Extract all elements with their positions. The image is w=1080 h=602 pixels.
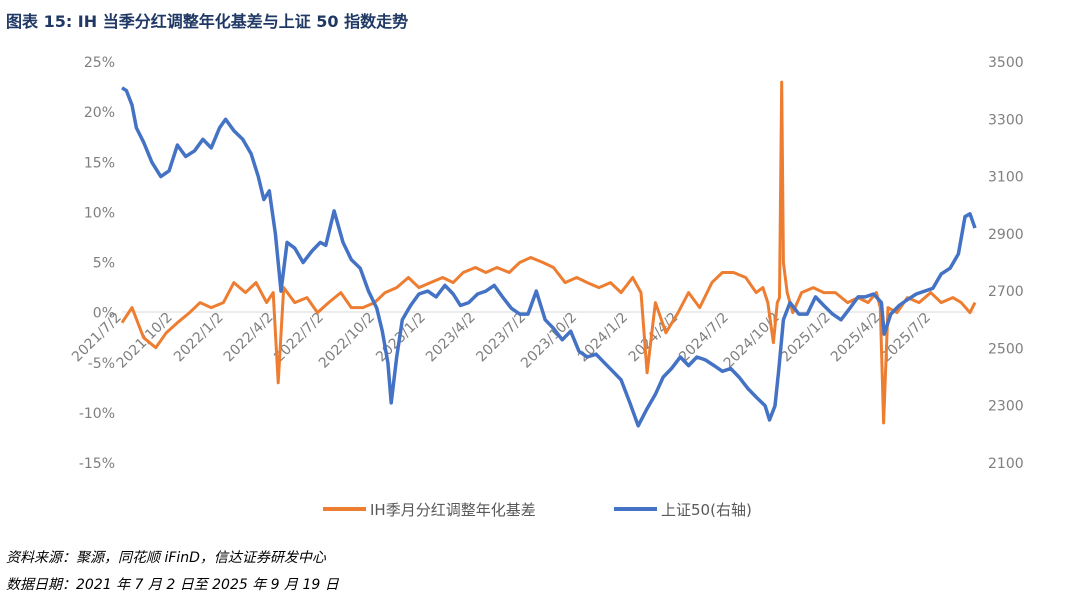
left-axis-ticks: 25% 20% 15% 10% 5% 0% -5% -10% -15%: [79, 55, 115, 472]
legend-label-sse50: 上证50(右轴): [661, 501, 752, 519]
right-tick-label: 3300: [988, 112, 1024, 128]
right-axis-ticks: 3500 3300 3100 2900 2700 2500 2300 2100: [988, 55, 1024, 472]
left-tick-label: 10%: [84, 205, 115, 221]
x-tick-label: 2023/4/2: [423, 310, 479, 366]
left-tick-label: 25%: [84, 55, 115, 71]
right-tick-label: 2900: [988, 227, 1024, 243]
x-tick-label: 2023/10/2: [518, 310, 580, 372]
left-tick-label: 5%: [93, 256, 115, 272]
x-tick-label: 2022/4/2: [221, 310, 277, 366]
date-note: 数据日期：2021 年 7 月 2 日至 2025 年 9 月 19 日: [6, 577, 339, 593]
right-tick-label: 2500: [988, 341, 1024, 357]
left-tick-label: -5%: [88, 356, 115, 372]
x-tick-label: 2022/1/2: [171, 310, 227, 366]
left-tick-label: 20%: [84, 105, 115, 121]
right-tick-label: 3500: [988, 55, 1024, 71]
right-tick-label: 3100: [988, 170, 1024, 186]
left-tick-label: -10%: [79, 406, 115, 422]
x-tick-label: 2025/1/2: [778, 310, 834, 366]
right-tick-label: 2700: [988, 284, 1024, 300]
figure-title: 图表 15: IH 当季分红调整年化基差与上证 50 指数走势: [6, 12, 409, 31]
legend-label-basis: IH季月分红调整年化基差: [370, 501, 536, 519]
series-line-sse50: [121, 86, 977, 428]
left-tick-label: 0%: [93, 306, 115, 322]
right-tick-label: 2100: [988, 456, 1024, 472]
left-tick-label: 15%: [84, 155, 115, 171]
right-tick-label: 2300: [988, 399, 1024, 415]
x-tick-label: 2022/10/2: [316, 310, 378, 372]
left-tick-label: -15%: [79, 456, 115, 472]
source-note: 资料来源：聚源，同花顺 iFinD，信达证券研发中心: [6, 550, 326, 566]
chart-svg: 25% 20% 15% 10% 5% 0% -5% -10% -15% 3500 3300 3100…: [69, 55, 1024, 519]
legend: IH季月分红调整年化基差 上证50(右轴): [323, 501, 752, 519]
x-tick-label: 2024/1/2: [575, 310, 631, 366]
x-axis-ticks: 2021/7/22021/10/22022/1/22022/4/22022/7/…: [69, 310, 934, 372]
series-line-basis: [120, 80, 977, 425]
